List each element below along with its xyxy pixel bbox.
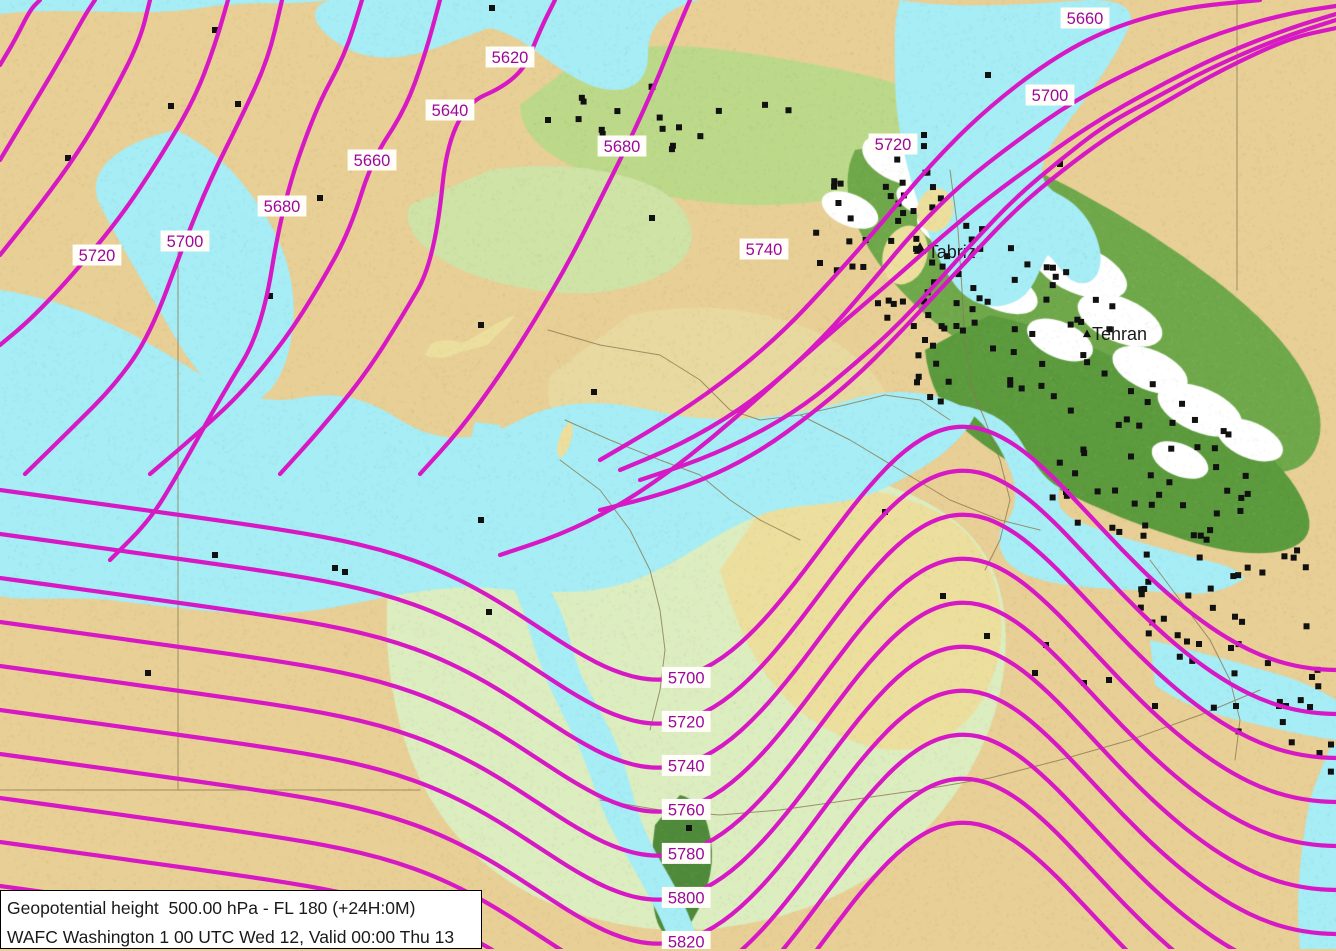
svg-text:5700: 5700	[167, 233, 204, 251]
svg-text:Tehran: Tehran	[1092, 324, 1147, 344]
svg-text:5720: 5720	[668, 713, 705, 731]
svg-text:5680: 5680	[264, 198, 301, 216]
svg-text:5660: 5660	[1067, 10, 1104, 28]
svg-text:5760: 5760	[668, 801, 705, 819]
svg-text:5820: 5820	[668, 933, 705, 949]
svg-text:5700: 5700	[1032, 87, 1069, 105]
svg-text:5620: 5620	[492, 49, 529, 67]
svg-text:5700: 5700	[668, 669, 705, 687]
svg-text:5740: 5740	[746, 241, 783, 259]
svg-text:5720: 5720	[875, 136, 912, 154]
svg-text:5680: 5680	[604, 138, 641, 156]
svg-text:5720: 5720	[79, 247, 116, 265]
svg-text:5660: 5660	[354, 152, 391, 170]
svg-text:5640: 5640	[432, 102, 469, 120]
svg-text:5780: 5780	[668, 845, 705, 863]
svg-text:5800: 5800	[668, 889, 705, 907]
svg-text:5740: 5740	[668, 757, 705, 775]
